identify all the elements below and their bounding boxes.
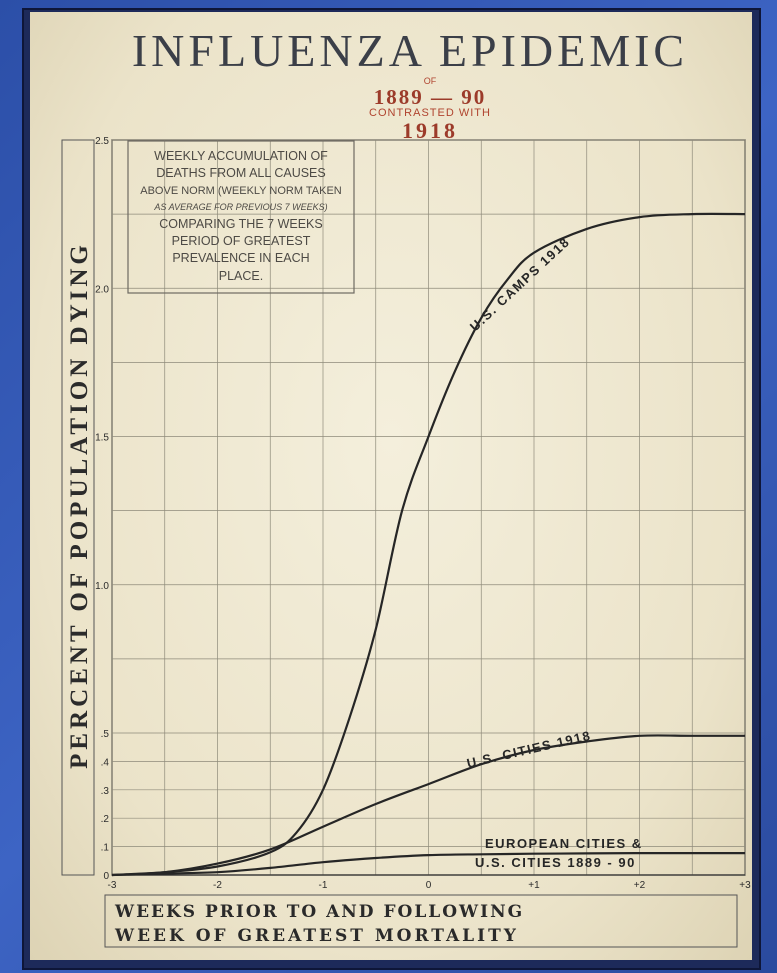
y-tick-label: .3 <box>101 786 110 797</box>
annotation-line-8: PLACE. <box>219 269 263 283</box>
y-tick-label: 2.0 <box>95 284 109 295</box>
y-tick-label: .4 <box>101 757 110 768</box>
y-tick-label: .2 <box>101 814 110 825</box>
annotation-line-2: DEATHS FROM ALL CAUSES <box>156 166 325 180</box>
ylabel-box <box>61 139 95 876</box>
y-axis-label: PERCENT OF POPULATION DYING <box>66 241 93 769</box>
y-tick-label: .5 <box>101 729 110 740</box>
x-axis-label-line-1: WEEKS PRIOR TO AND FOLLOWING <box>114 902 524 922</box>
curve-label-us-cities-1889: U.S. CITIES 1889 - 90 <box>475 855 636 870</box>
y-tick-label: 0 <box>103 871 109 882</box>
annotation-line-1: WEEKLY ACCUMULATION OF <box>154 149 328 163</box>
x-tick-label: +1 <box>528 880 540 891</box>
series-line-us-camps-1918 <box>111 212 746 877</box>
x-tick-label: -1 <box>319 880 328 891</box>
y-tick-label: .1 <box>101 843 110 854</box>
annotation-line-5: COMPARING THE 7 WEEKS <box>159 217 322 231</box>
xlabel-box <box>104 894 738 948</box>
curves <box>111 212 746 877</box>
subtitle-years-1889: 1889 — 90 <box>374 85 487 109</box>
curve-label-european-cities: EUROPEAN CITIES & <box>485 836 643 851</box>
annotation-line-6: PERIOD OF GREATEST <box>172 234 311 248</box>
x-tick-label: -2 <box>213 880 222 891</box>
annotation-line-4: AS AVERAGE FOR PREVIOUS 7 WEEKS) <box>153 202 327 212</box>
x-tick-label: +3 <box>739 880 751 891</box>
y-tick-label: 1.0 <box>95 581 109 592</box>
series-line-us-cities-1918 <box>111 734 745 877</box>
x-tick-label: -3 <box>108 880 117 891</box>
annotation-box <box>127 140 355 294</box>
x-tick-label: +2 <box>634 880 646 891</box>
curve-label-us-camps-1918: U.S. CAMPS 1918 <box>467 234 573 334</box>
annotation-line-7: PREVALENCE IN EACH <box>172 251 309 265</box>
x-tick-label: 0 <box>426 880 432 891</box>
tick-labels: -3 -2 -1 0 +1 +2 +3 0 .1 .2 .3 .4 .5 1.0 1.5 2.0 2.5 <box>95 136 751 891</box>
curve-label-us-cities-1918: U.S. CITIES 1918 <box>465 728 592 771</box>
subtitle-of: OF <box>424 76 437 86</box>
x-axis-label-line-2: WEEK OF GREATEST MORTALITY <box>114 926 519 946</box>
series-line-european-us-cities-1889 <box>111 851 745 877</box>
chart-paper <box>30 12 752 960</box>
y-tick-label: 2.5 <box>95 136 109 147</box>
chart-title: INFLUENZA EPIDEMIC <box>132 25 688 76</box>
grid <box>111 139 746 876</box>
subtitle-contrasted: CONTRASTED WITH <box>369 107 491 119</box>
y-tick-label: 1.5 <box>95 433 109 444</box>
subtitle-year-1918: 1918 <box>402 118 458 143</box>
annotation-line-3: ABOVE NORM (WEEKLY NORM TAKEN <box>140 185 342 197</box>
